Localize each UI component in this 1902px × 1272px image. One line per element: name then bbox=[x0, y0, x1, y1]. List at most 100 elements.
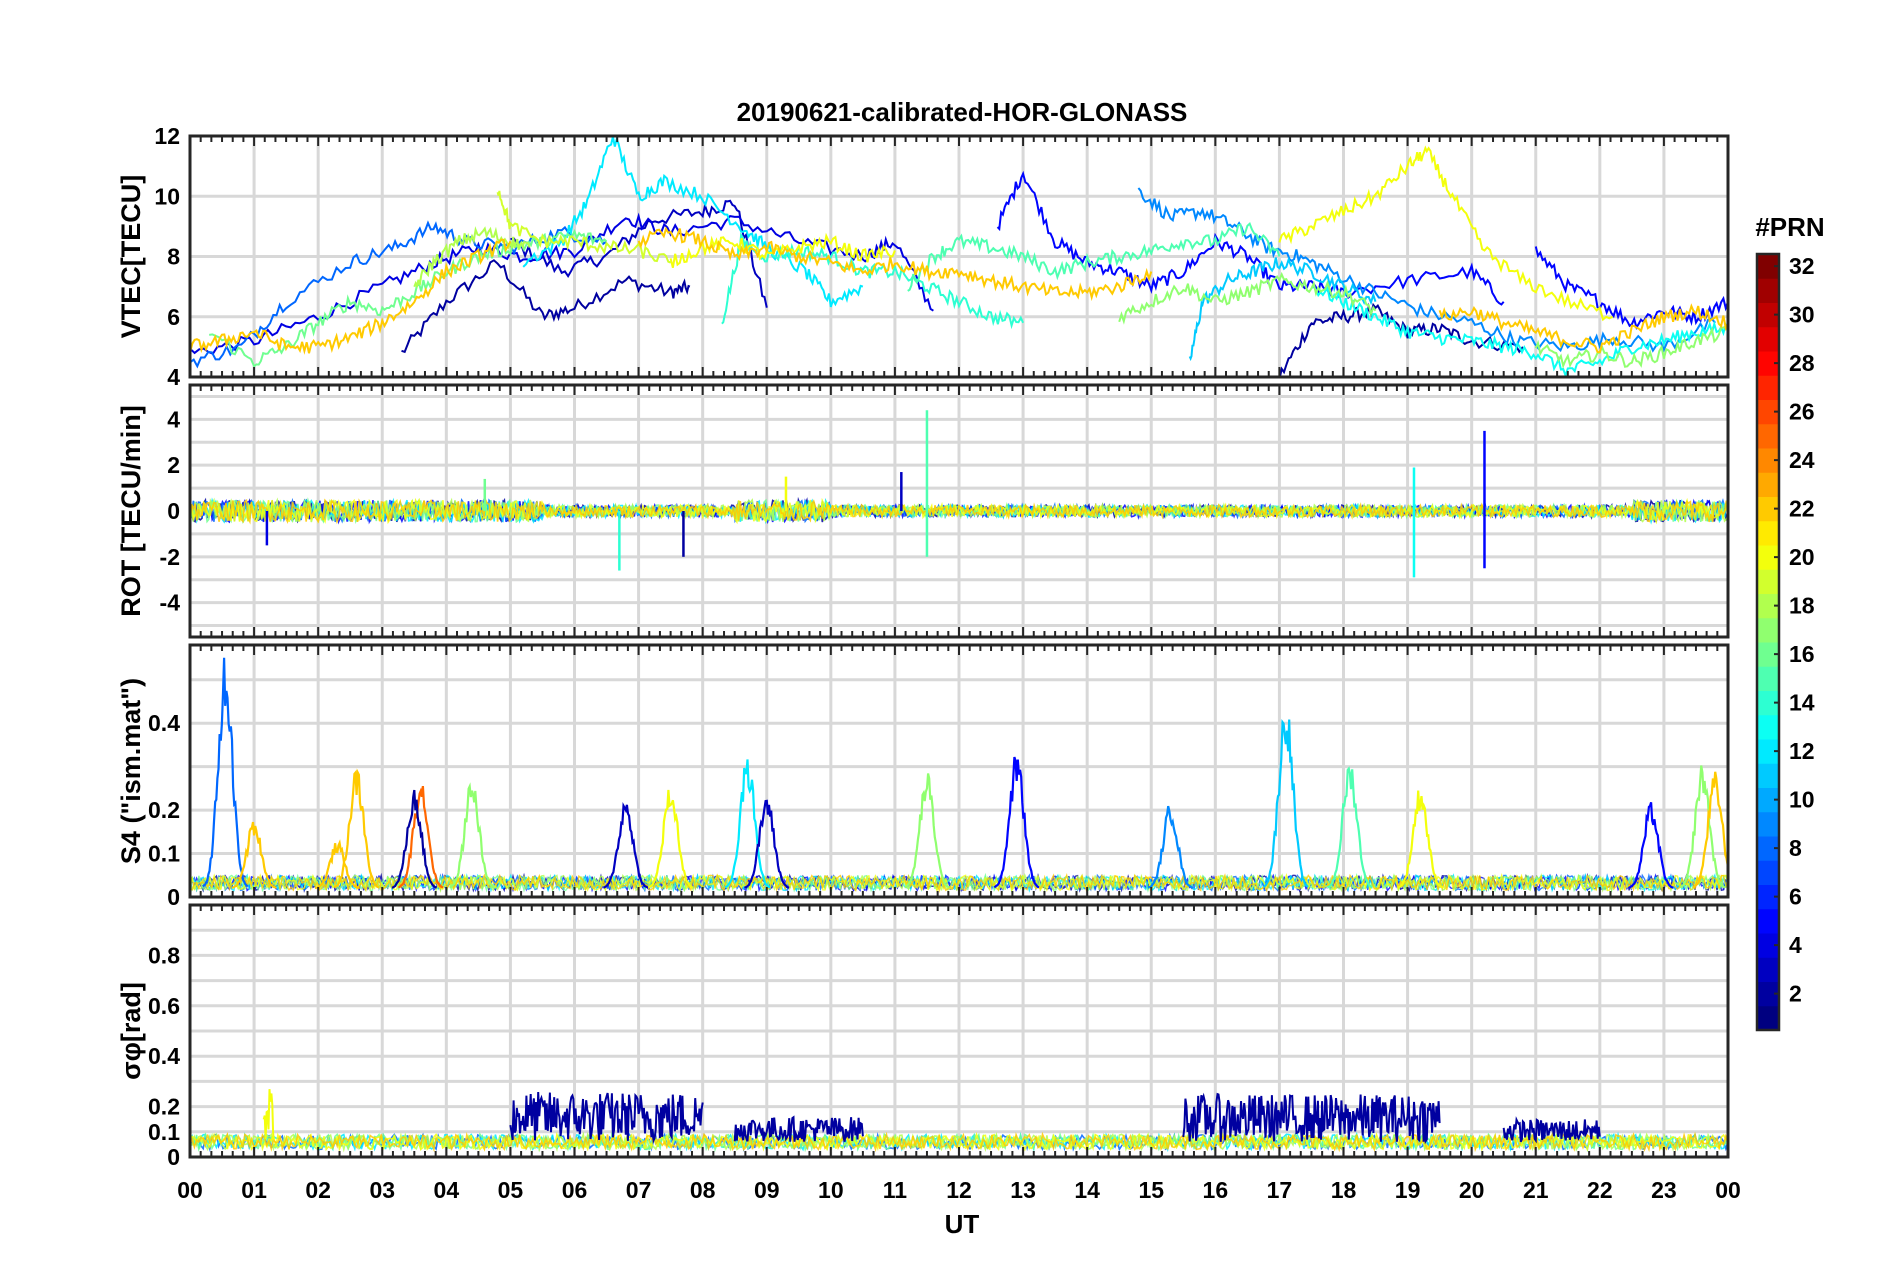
colorbar-tick-label: 18 bbox=[1789, 593, 1815, 619]
s4-peak-prn-22 bbox=[333, 768, 380, 889]
vtec-series-prn-22 bbox=[637, 226, 1153, 302]
y-tick-label: 0.8 bbox=[148, 942, 180, 968]
colorbar-segment bbox=[1757, 836, 1779, 861]
x-tick-label: 05 bbox=[498, 1177, 524, 1203]
vtec-series-prn-11 bbox=[1188, 256, 1377, 362]
sigma-burst-prn-2 bbox=[733, 1115, 864, 1142]
s4-baseline-prn-22 bbox=[190, 872, 1728, 894]
panel-frame bbox=[188, 383, 1730, 639]
s4-peak-prn-2 bbox=[391, 789, 437, 889]
panel-1: 4 6 8 10 12 VTEC[TECU] bbox=[116, 123, 1730, 390]
sigma-burst-prn-20 bbox=[262, 1089, 275, 1140]
colorbar-segment bbox=[1757, 593, 1779, 619]
x-tick-label: 09 bbox=[754, 1177, 780, 1203]
colorbar-segment bbox=[1757, 399, 1779, 425]
s4-peak-prn-11 bbox=[1262, 718, 1309, 888]
colorbar-tick-label: 8 bbox=[1789, 835, 1802, 861]
x-tick-label: 11 bbox=[883, 1177, 908, 1203]
y-tick-label: 2 bbox=[167, 452, 180, 478]
colorbar-segment bbox=[1757, 860, 1779, 885]
y-tick-label: -4 bbox=[160, 590, 181, 616]
s4-peak-prn-15 bbox=[1326, 766, 1373, 889]
chart-title: 20190621-calibrated-HOR-GLONASS bbox=[737, 97, 1188, 127]
colorbar-segment bbox=[1757, 908, 1779, 934]
colorbar-segment bbox=[1757, 278, 1779, 303]
vtec-series-prn-22 bbox=[1438, 303, 1728, 354]
vtec-series-prn-13 bbox=[1311, 285, 1728, 377]
colorbar-segment bbox=[1757, 254, 1779, 279]
s4-peak-prn-8 bbox=[202, 657, 249, 888]
panel-data bbox=[190, 657, 1728, 894]
s4-peak-prn-17 bbox=[449, 782, 495, 889]
s4-peak-prn-20 bbox=[647, 789, 694, 889]
vtec-series-prn-2 bbox=[1278, 302, 1524, 377]
colorbar-segment bbox=[1757, 884, 1779, 910]
panel-frame bbox=[188, 134, 1730, 379]
colorbar-segment bbox=[1757, 933, 1779, 958]
x-tick-label: 06 bbox=[562, 1177, 588, 1203]
panel-2: -4 -2 0 2 4 ROT [TECU/min] bbox=[116, 383, 1730, 639]
colorbar-segment bbox=[1757, 957, 1779, 982]
x-tick-label: 10 bbox=[818, 1177, 844, 1203]
s4-peak-prn-25 bbox=[397, 785, 444, 889]
colorbar-segment bbox=[1757, 811, 1779, 837]
panel-frame bbox=[188, 903, 1730, 1159]
colorbar-label: #PRN bbox=[1755, 212, 1824, 242]
colorbar-segment bbox=[1757, 690, 1779, 716]
vtec-series-prn-17 bbox=[1118, 271, 1377, 325]
y-tick-label: -2 bbox=[160, 544, 180, 570]
s4-peak-prn-12 bbox=[724, 759, 771, 889]
colorbar-tick-label: 22 bbox=[1789, 496, 1815, 522]
y-tick-label: 12 bbox=[154, 123, 180, 149]
x-tick-label: 23 bbox=[1651, 1177, 1677, 1203]
x-tick-label: 00 bbox=[1715, 1177, 1741, 1203]
y-tick-label: 0 bbox=[167, 884, 180, 910]
panel-frame bbox=[188, 643, 1730, 899]
colorbar-tick-label: 26 bbox=[1789, 399, 1815, 425]
panel-3: 0 0.1 0.2 0.4S4 ("ism.mat") bbox=[116, 643, 1730, 910]
s4-peak-prn-3 bbox=[603, 801, 649, 889]
y-tick-label: 6 bbox=[167, 304, 180, 330]
s4-peak-prn-5 bbox=[993, 756, 1040, 889]
vtec-series-prn-9 bbox=[1137, 187, 1716, 353]
y-tick-label: 0.4 bbox=[148, 710, 180, 736]
s4-peak-prn-22 bbox=[1692, 771, 1728, 889]
s4-peak-prn-17 bbox=[904, 773, 950, 889]
colorbar-tick-label: 20 bbox=[1789, 544, 1815, 570]
colorbar-tick-label: 12 bbox=[1789, 738, 1815, 764]
vtec-series-prn-22 bbox=[190, 238, 512, 355]
x-tick-label: 19 bbox=[1395, 1177, 1421, 1203]
y-tick-label: 4 bbox=[167, 406, 180, 432]
s4-peak-prn-22 bbox=[314, 839, 360, 890]
x-tick-label: 08 bbox=[690, 1177, 716, 1203]
colorbar-frame bbox=[1755, 252, 1781, 1032]
colorbar-tick-label: 10 bbox=[1789, 787, 1815, 813]
colorbar-tick-label: 24 bbox=[1789, 447, 1815, 473]
x-tick-label: 22 bbox=[1587, 1177, 1613, 1203]
x-tick-label: 01 bbox=[241, 1177, 267, 1203]
y-tick-label: 0.2 bbox=[148, 797, 180, 823]
vtec-series-prn-15 bbox=[907, 221, 1281, 292]
colorbar-segment bbox=[1757, 787, 1779, 813]
vtec-series-prn-12 bbox=[522, 136, 864, 308]
x-tick-label: 03 bbox=[369, 1177, 395, 1203]
colorbar-segment bbox=[1757, 642, 1779, 667]
s4-peak-prn-20 bbox=[1397, 790, 1444, 889]
colorbar-segment bbox=[1757, 472, 1779, 497]
x-tick-label: 04 bbox=[434, 1177, 460, 1203]
colorbar-segment bbox=[1757, 302, 1779, 328]
y-axis-label: S4 ("ism.mat") bbox=[116, 678, 146, 864]
x-tick-label: 02 bbox=[305, 1177, 331, 1203]
x-tick-label: 00 bbox=[177, 1177, 203, 1203]
colorbar-tick-label: 32 bbox=[1789, 253, 1815, 279]
vtec-series-prn-5 bbox=[1534, 246, 1728, 331]
y-tick-label: 0.1 bbox=[148, 1119, 180, 1145]
colorbar-segment bbox=[1757, 763, 1779, 788]
x-tick-label: 12 bbox=[946, 1177, 972, 1203]
y-tick-label: 0 bbox=[167, 1144, 180, 1170]
panel-data bbox=[190, 136, 1728, 377]
colorbar-segment bbox=[1757, 714, 1779, 740]
s4-peak-prn-5 bbox=[1628, 801, 1674, 889]
